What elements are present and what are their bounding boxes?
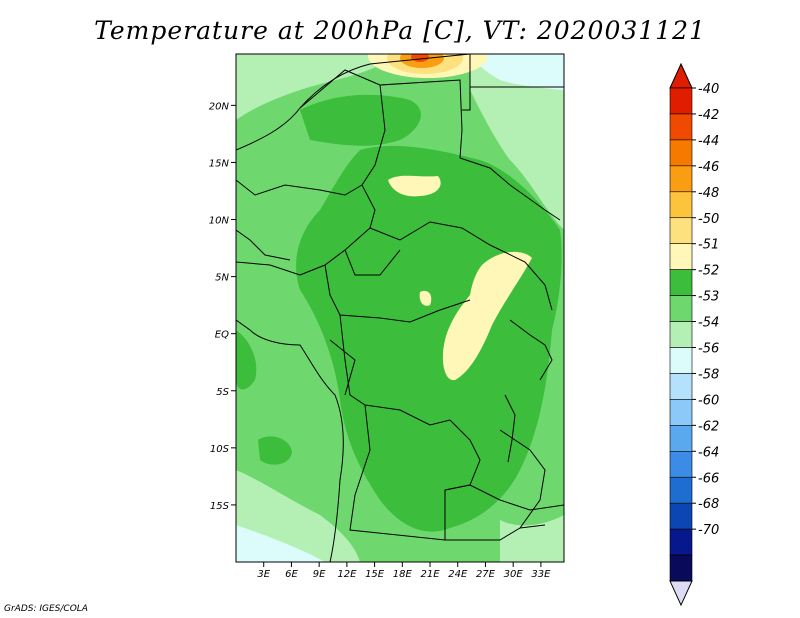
band-52-core xyxy=(296,145,562,532)
colorbar-label: -52 xyxy=(698,264,719,279)
lat-tick-label: 10S xyxy=(210,444,230,455)
band-51-north xyxy=(388,175,441,197)
lon-tick-label: 12E xyxy=(337,569,357,580)
colorbar-label: -58 xyxy=(698,367,719,382)
colorbar-swatch xyxy=(669,217,693,245)
lon-tick-label: 18E xyxy=(393,569,413,580)
band-51-central xyxy=(442,251,532,381)
colorbar-swatch xyxy=(669,502,693,530)
band-54-northeast xyxy=(470,54,564,230)
lon-tick-label: 24E xyxy=(448,569,468,580)
colorbar-swatch xyxy=(669,347,693,374)
colorbar-label: -64 xyxy=(698,445,719,460)
lon-tick-label: 15E xyxy=(365,569,385,580)
colorbar-swatch xyxy=(669,295,693,322)
colorbar-label: -40 xyxy=(698,82,719,97)
map-border xyxy=(235,53,565,563)
colorbar-swatch xyxy=(669,373,693,400)
colorbar-label: -70 xyxy=(698,523,719,538)
lon-tick-label: 3E xyxy=(257,569,270,580)
colorbar-swatch xyxy=(669,269,693,296)
longitude-axis: 3E 6E 9E 12E 15E 18E 21E 24E 27E 30E 33E xyxy=(257,562,551,580)
lon-tick-label: 30E xyxy=(504,569,524,580)
colorbar-top-arrow xyxy=(669,62,693,89)
band-54-southeast xyxy=(500,515,564,562)
band-54-northwest xyxy=(236,54,400,120)
colorbar-swatch xyxy=(669,113,693,141)
lon-tick-label: 33E xyxy=(531,569,551,580)
grads-credit: GrADS: IGES/COLA xyxy=(4,604,88,614)
colorbar-label: -62 xyxy=(698,419,719,434)
lat-tick-label: EQ xyxy=(215,330,229,341)
lat-tick-label: 5N xyxy=(215,273,229,284)
colorbar-swatch xyxy=(669,243,693,270)
colorbar-swatch xyxy=(669,321,693,348)
lon-tick-label: 21E xyxy=(421,569,441,580)
colorbar-label: -56 xyxy=(698,342,719,357)
colorbar-label: -46 xyxy=(698,160,719,175)
lon-tick-label: 6E xyxy=(285,569,298,580)
colorbar-label: -60 xyxy=(698,393,719,408)
colorbar-swatch xyxy=(669,528,693,556)
band-56-northeast xyxy=(470,54,564,90)
colorbar-swatch xyxy=(669,399,693,426)
band-52-west-patch xyxy=(236,330,257,390)
colorbar-swatch xyxy=(669,425,693,452)
band-52-southwest-patch xyxy=(258,436,292,465)
map-panel xyxy=(236,54,564,562)
country-borders xyxy=(236,54,564,562)
band-52-north xyxy=(300,94,421,146)
warm-patch-core xyxy=(411,54,429,62)
colorbar-swatch xyxy=(669,87,693,115)
colorbar-bottom-arrow xyxy=(669,580,693,607)
colorbar: -40 -42 -44 -46 -48 -50 -51 -52 -53 -54 -56 -58 -60 -… xyxy=(669,62,719,607)
colorbar-label: -54 xyxy=(698,316,719,331)
colorbar-swatch xyxy=(669,139,693,167)
lat-tick-label: 15S xyxy=(210,501,230,512)
colorbar-label: -42 xyxy=(698,108,719,123)
map-title: Temperature at 200hPa [C], VT: 202003112… xyxy=(94,16,706,45)
colorbar-label: -68 xyxy=(698,497,719,512)
lon-tick-label: 27E xyxy=(476,569,496,580)
colorbar-swatch xyxy=(669,165,693,193)
lat-tick-label: 10N xyxy=(209,216,230,227)
lat-tick-label: 5S xyxy=(216,387,229,398)
lon-tick-label: 9E xyxy=(313,569,326,580)
lat-tick-label: 15N xyxy=(209,158,230,169)
colorbar-label: -44 xyxy=(698,134,719,149)
band-51-west xyxy=(419,290,432,306)
colorbar-swatch xyxy=(669,191,693,219)
colorbar-label: -66 xyxy=(698,471,719,486)
colorbar-swatch xyxy=(669,450,693,478)
colorbar-label: -51 xyxy=(698,238,719,253)
latitude-axis: 20N 15N 10N 5N EQ 5S 10S 15S xyxy=(209,101,236,512)
colorbar-label: -53 xyxy=(698,290,719,305)
colorbar-swatch xyxy=(669,554,693,582)
lat-tick-label: 20N xyxy=(209,101,230,112)
colorbar-label: -50 xyxy=(698,212,719,227)
colorbar-swatch xyxy=(669,476,693,504)
colorbar-label: -48 xyxy=(698,186,719,201)
band-56-southwest xyxy=(236,525,325,562)
